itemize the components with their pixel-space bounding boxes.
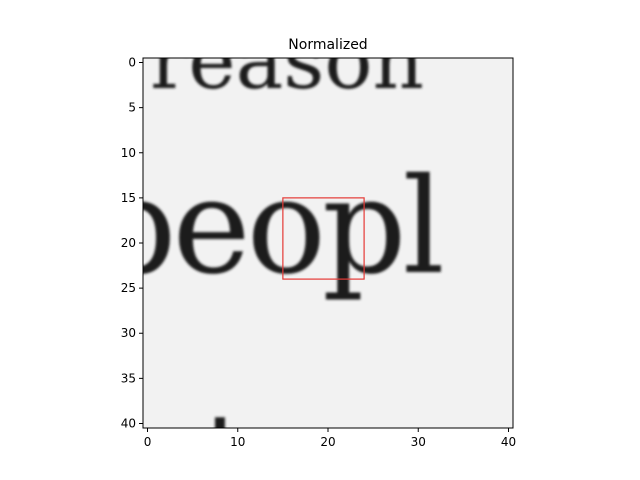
x-tick-label: 40 [501, 435, 516, 449]
glyphs-bottom-row: et ev [138, 390, 410, 480]
y-tick-label: 0 [128, 56, 136, 70]
y-tick-label: 40 [121, 416, 136, 430]
y-axis-ticks: 0 5 10 15 20 25 30 35 40 [121, 56, 143, 430]
y-tick-label: 35 [121, 371, 136, 385]
x-tick-label: 10 [230, 435, 245, 449]
y-tick-label: 25 [121, 281, 136, 295]
glyphs-top-row: reason [150, 14, 424, 107]
chart-title: Normalized [288, 37, 367, 53]
y-tick-label: 5 [128, 101, 136, 115]
x-axis-ticks: 0 10 20 30 40 [144, 428, 516, 449]
y-tick-label: 15 [121, 191, 136, 205]
image-background [143, 58, 513, 428]
x-tick-label: 20 [320, 435, 335, 449]
glyphs-middle-row: peopl [92, 150, 442, 304]
y-tick-label: 20 [121, 236, 136, 250]
x-tick-label: 0 [144, 435, 152, 449]
highlight-box [282, 197, 365, 280]
text-glyphs: reason peopl et ev [92, 14, 446, 480]
y-tick-label: 30 [121, 326, 136, 340]
heatmap-image: reason peopl et ev [92, 14, 513, 480]
y-tick-label: 10 [121, 146, 136, 160]
axes-frame [142, 57, 514, 429]
x-tick-label: 30 [411, 435, 426, 449]
highlight-rect [282, 197, 365, 280]
